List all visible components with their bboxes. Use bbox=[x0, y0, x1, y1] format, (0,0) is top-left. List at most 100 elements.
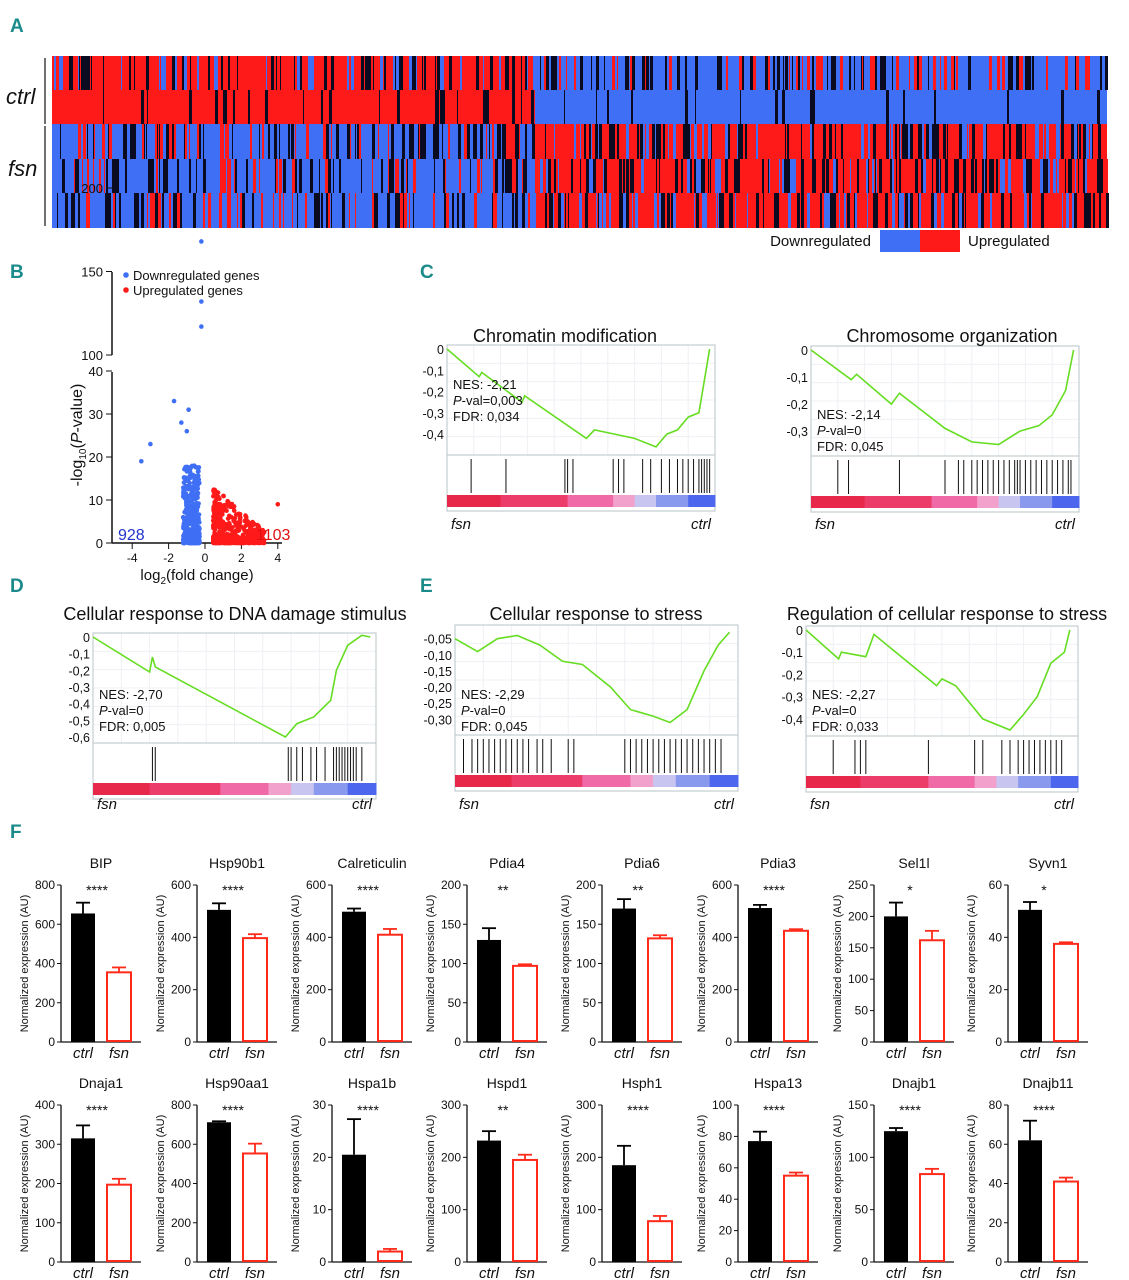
heatmap-cell bbox=[909, 56, 910, 90]
heatmap-cell bbox=[368, 159, 370, 193]
heatmap-cell bbox=[955, 90, 957, 124]
heatmap-cell bbox=[104, 56, 106, 90]
heatmap-cell bbox=[966, 193, 969, 228]
heatmap-cell bbox=[904, 56, 906, 90]
bar-y-tick-label: 100 bbox=[576, 957, 596, 971]
heatmap-cell bbox=[1067, 124, 1069, 159]
heatmap-cell bbox=[1027, 90, 1028, 124]
heatmap-cell bbox=[678, 124, 680, 159]
heatmap-cell bbox=[357, 56, 360, 90]
heatmap-cell bbox=[1065, 56, 1068, 90]
x-label-ctrl: ctrl bbox=[1020, 1265, 1041, 1280]
heatmap-cell bbox=[633, 159, 634, 193]
heatmap-cell bbox=[793, 90, 795, 124]
heatmap-cell bbox=[1089, 90, 1090, 124]
heatmap-cell bbox=[303, 124, 306, 159]
heatmap-cell bbox=[1027, 193, 1029, 228]
y-tick-label: -0,1 bbox=[422, 364, 444, 378]
heatmap-cell bbox=[414, 124, 415, 159]
heatmap-cell bbox=[191, 159, 194, 193]
heatmap-cell bbox=[989, 56, 992, 90]
heatmap-cell bbox=[229, 90, 230, 124]
heatmap-cell bbox=[408, 124, 409, 159]
heatmap-cell bbox=[287, 124, 288, 159]
heatmap-cell bbox=[814, 124, 815, 159]
heatmap-cell bbox=[780, 56, 781, 90]
heatmap-cell bbox=[690, 90, 691, 124]
down-point bbox=[191, 540, 197, 545]
heatmap-cell bbox=[833, 90, 836, 124]
heatmap-cell bbox=[492, 124, 494, 159]
heatmap bbox=[52, 56, 1109, 228]
up-point bbox=[230, 525, 235, 530]
heatmap-cell bbox=[814, 56, 816, 90]
heatmap-cell bbox=[853, 90, 856, 124]
heatmap-cell bbox=[629, 124, 631, 159]
heatmap-cell bbox=[414, 193, 416, 228]
heatmap-cell bbox=[683, 56, 684, 90]
heatmap-cell bbox=[126, 90, 129, 124]
heatmap-cell bbox=[291, 159, 292, 193]
heatmap-cell bbox=[1077, 193, 1079, 228]
heatmap-cell bbox=[957, 90, 960, 124]
heatmap-cell bbox=[495, 124, 497, 159]
heatmap-cell bbox=[818, 124, 820, 159]
y-tick-label: -0,30 bbox=[424, 713, 453, 727]
heatmap-cell bbox=[1019, 124, 1022, 159]
heatmap-cell bbox=[350, 159, 351, 193]
heatmap-cell bbox=[80, 56, 81, 90]
heatmap-cell bbox=[629, 56, 630, 90]
heatmap-cell bbox=[209, 56, 210, 90]
heatmap-cell bbox=[71, 124, 73, 159]
heatmap-cell bbox=[1006, 193, 1008, 228]
heatmap-cell bbox=[519, 90, 520, 124]
heatmap-cell bbox=[433, 56, 435, 90]
heatmap-cell bbox=[150, 193, 153, 228]
heatmap-cell bbox=[934, 193, 937, 228]
heatmap-cell bbox=[734, 159, 737, 193]
heatmap-cell bbox=[696, 159, 698, 193]
heatmap-cell bbox=[777, 56, 780, 90]
rank-gradient-segment bbox=[653, 775, 677, 787]
heatmap-cell bbox=[337, 193, 339, 228]
heatmap-cell bbox=[411, 159, 412, 193]
x-label-ctrl: ctrl bbox=[614, 1045, 635, 1062]
heatmap-cell bbox=[112, 56, 114, 90]
heatmap-cell bbox=[395, 193, 397, 228]
heatmap-cell bbox=[412, 124, 414, 159]
heatmap-cell bbox=[785, 124, 786, 159]
heatmap-cell bbox=[618, 56, 619, 90]
heatmap-cell bbox=[1018, 90, 1019, 124]
heatmap-cell bbox=[889, 90, 890, 124]
bar-y-tick-label: 150 bbox=[576, 917, 596, 931]
heatmap-cell bbox=[445, 90, 446, 124]
heatmap-cell bbox=[612, 90, 613, 124]
heatmap-cell bbox=[503, 90, 504, 124]
heatmap-cell bbox=[144, 124, 145, 159]
heatmap-cell bbox=[615, 90, 616, 124]
heatmap-cell bbox=[493, 90, 495, 124]
heatmap-cell bbox=[678, 159, 680, 193]
heatmap-cell bbox=[501, 193, 502, 228]
up-point bbox=[216, 539, 221, 544]
heatmap-cell bbox=[459, 193, 462, 228]
heatmap-cell bbox=[841, 90, 844, 124]
heatmap-cell bbox=[168, 159, 169, 193]
heatmap-cell bbox=[57, 193, 58, 228]
x-label-fsn: fsn bbox=[380, 1045, 400, 1062]
outlier-point bbox=[184, 428, 190, 434]
heatmap-cell bbox=[748, 193, 750, 228]
heatmap-cell bbox=[240, 193, 242, 228]
heatmap-cell bbox=[560, 124, 563, 159]
heatmap-cell bbox=[397, 159, 399, 193]
heatmap-cell bbox=[494, 193, 497, 228]
heatmap-cell bbox=[923, 159, 924, 193]
heatmap-cell bbox=[640, 56, 641, 90]
heatmap-cell bbox=[279, 159, 282, 193]
heatmap-cell bbox=[1029, 193, 1031, 228]
heatmap-cell bbox=[132, 56, 134, 90]
heatmap-cell bbox=[210, 124, 211, 159]
heatmap-cell bbox=[932, 56, 933, 90]
heatmap-cell bbox=[873, 124, 874, 159]
heatmap-cell bbox=[78, 56, 79, 90]
